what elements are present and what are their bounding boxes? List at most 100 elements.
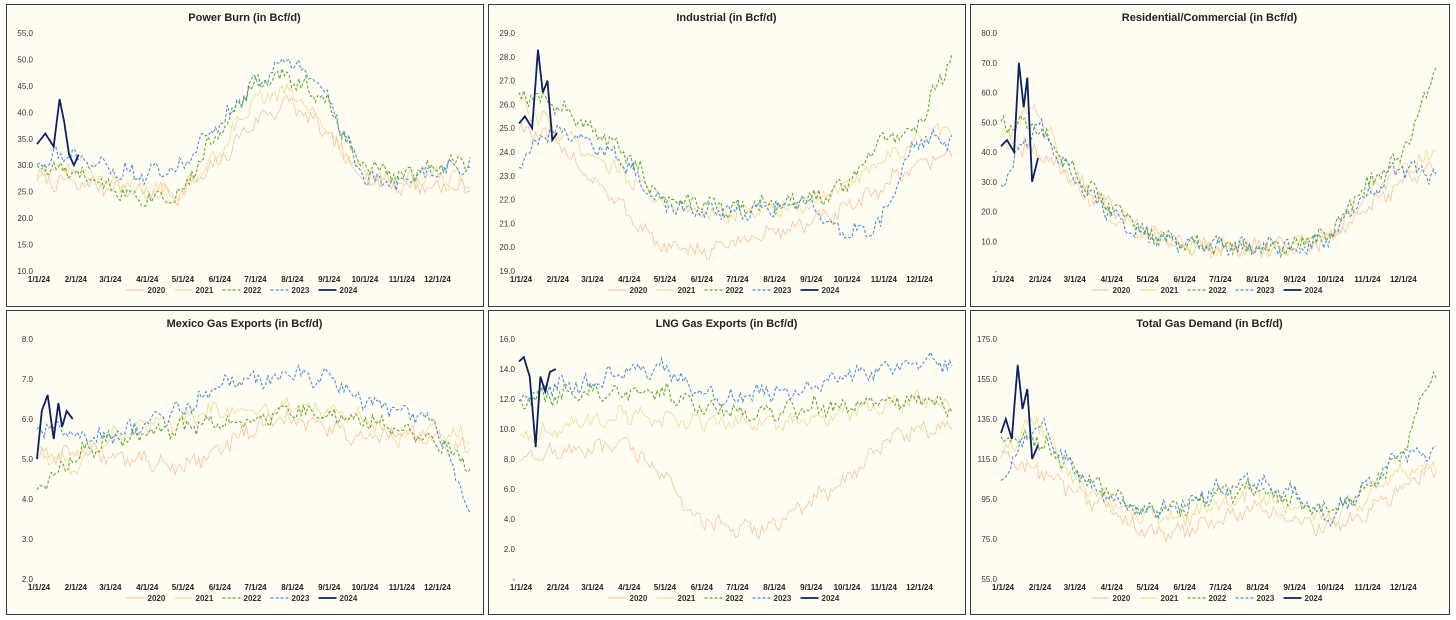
x-tick-label: 8/1/24 bbox=[1246, 275, 1269, 284]
x-tick-label: 7/1/24 bbox=[726, 583, 749, 592]
y-tick-label: 14.0 bbox=[499, 365, 515, 374]
x-tick-label: 8/1/24 bbox=[763, 275, 786, 284]
legend-label-2024: 2024 bbox=[822, 594, 840, 603]
legend-label-2024: 2024 bbox=[822, 286, 840, 295]
y-tick-label: 4.0 bbox=[22, 495, 34, 504]
x-tick-label: 7/1/24 bbox=[244, 583, 267, 592]
x-tick-label: 2/1/24 bbox=[65, 275, 88, 284]
x-tick-label: 9/1/24 bbox=[318, 275, 341, 284]
x-tick-label: 5/1/24 bbox=[172, 583, 195, 592]
x-tick-label: 6/1/24 bbox=[1174, 583, 1197, 592]
legend-label-2023: 2023 bbox=[774, 594, 792, 603]
y-tick-label: 6.0 bbox=[22, 415, 34, 424]
x-tick-label: 9/1/24 bbox=[800, 583, 823, 592]
chart-title: LNG Gas Exports (in Bcf/d) bbox=[656, 318, 798, 330]
chart-industrial: Industrial (in Bcf/d) 19.0 20.0 21.0 22.0 23.… bbox=[499, 12, 953, 295]
x-tick-label: 2/1/24 bbox=[65, 583, 88, 592]
x-tick-label: 6/1/24 bbox=[209, 275, 232, 284]
x-tick-label: 10/1/24 bbox=[1317, 275, 1344, 284]
series-line-2024 bbox=[1000, 62, 1039, 183]
x-tick-label: 10/1/24 bbox=[352, 275, 379, 284]
legend-label-2023: 2023 bbox=[1257, 594, 1275, 603]
x-tick-label: 11/1/24 bbox=[871, 275, 898, 284]
series-line-2024 bbox=[518, 355, 557, 448]
series-line-2021 bbox=[518, 388, 953, 444]
x-tick-label: 11/1/24 bbox=[389, 275, 416, 284]
legend-label-2024: 2024 bbox=[340, 286, 358, 295]
y-tick-label: 115.0 bbox=[978, 455, 998, 464]
x-tick-label: 3/1/24 bbox=[581, 275, 604, 284]
y-tick-label: 28.0 bbox=[499, 53, 515, 62]
y-tick-label: 12.0 bbox=[499, 395, 515, 404]
series-line-2022 bbox=[518, 381, 953, 422]
x-tick-label: 3/1/24 bbox=[99, 275, 122, 284]
y-tick-label: 55.0 bbox=[17, 29, 33, 38]
y-tick-label: 27.0 bbox=[499, 77, 515, 86]
chart-power-burn: Power Burn (in Bcf/d) 10.0 15.0 20.0 25.0 30.… bbox=[17, 12, 471, 295]
x-tick-label: 3/1/24 bbox=[581, 583, 604, 592]
x-tick-label: 11/1/24 bbox=[1354, 583, 1381, 592]
y-tick-label: 19.0 bbox=[499, 267, 515, 276]
y-tick-label: - bbox=[512, 575, 515, 584]
chart-total-gas-demand: Total Gas Demand (in Bcf/d) 55.0 75.0 95.0 1… bbox=[977, 318, 1437, 603]
chart-title: Power Burn (in Bcf/d) bbox=[188, 12, 301, 24]
y-tick-label: 155.0 bbox=[977, 375, 998, 384]
chart-title: Residential/Commercial (in Bcf/d) bbox=[1122, 12, 1298, 24]
legend-label-2022: 2022 bbox=[726, 594, 744, 603]
y-tick-label: 7.0 bbox=[22, 375, 34, 384]
legend-label-2022: 2022 bbox=[1209, 286, 1227, 295]
y-tick-label: 80.0 bbox=[981, 29, 997, 38]
y-tick-label: 21.0 bbox=[499, 219, 515, 228]
y-tick-label: 95.0 bbox=[981, 495, 997, 504]
x-tick-label: 7/1/24 bbox=[1209, 583, 1232, 592]
y-tick-label: 75.0 bbox=[981, 535, 997, 544]
legend-label-2020: 2020 bbox=[630, 594, 648, 603]
y-tick-label: 25.0 bbox=[499, 124, 515, 133]
x-tick-label: 5/1/24 bbox=[172, 275, 195, 284]
legend-label-2020: 2020 bbox=[630, 286, 648, 295]
x-tick-label: 8/1/24 bbox=[1246, 583, 1269, 592]
y-tick-label: 10.0 bbox=[981, 237, 997, 246]
y-tick-label: 2.0 bbox=[22, 575, 34, 584]
x-tick-label: 12/1/24 bbox=[424, 275, 451, 284]
x-tick-label: 9/1/24 bbox=[318, 583, 341, 592]
series-line-2024 bbox=[518, 49, 558, 143]
x-tick-label: 11/1/24 bbox=[871, 583, 898, 592]
y-tick-label: 60.0 bbox=[981, 89, 997, 98]
series-line-2020 bbox=[518, 419, 953, 540]
y-tick-label: 30.0 bbox=[17, 161, 33, 170]
x-tick-label: 11/1/24 bbox=[1354, 275, 1381, 284]
legend-label-2023: 2023 bbox=[774, 286, 792, 295]
x-tick-label: 12/1/24 bbox=[1390, 275, 1417, 284]
y-tick-label: 40.0 bbox=[981, 148, 997, 157]
y-tick-label: 8.0 bbox=[504, 455, 516, 464]
x-tick-label: 4/1/24 bbox=[136, 275, 159, 284]
series-line-2023 bbox=[36, 57, 471, 191]
y-tick-label: 20.0 bbox=[17, 214, 33, 223]
series-line-2022 bbox=[1000, 370, 1437, 521]
x-tick-label: 11/1/24 bbox=[389, 583, 416, 592]
legend-label-2021: 2021 bbox=[1161, 594, 1179, 603]
x-tick-label: 5/1/24 bbox=[1136, 583, 1159, 592]
x-tick-label: 4/1/24 bbox=[618, 583, 641, 592]
legend-label-2024: 2024 bbox=[1305, 286, 1323, 295]
x-tick-label: 1/1/24 bbox=[510, 275, 533, 284]
legend-label-2020: 2020 bbox=[1113, 286, 1131, 295]
x-tick-label: 2/1/24 bbox=[1029, 275, 1052, 284]
x-tick-label: 12/1/24 bbox=[1390, 583, 1417, 592]
chart-title: Mexico Gas Exports (in Bcf/d) bbox=[167, 318, 323, 330]
legend-label-2023: 2023 bbox=[292, 594, 310, 603]
y-tick-label: 10.0 bbox=[17, 267, 33, 276]
x-tick-label: 9/1/24 bbox=[800, 275, 823, 284]
x-tick-label: 8/1/24 bbox=[281, 583, 304, 592]
y-tick-label: 40.0 bbox=[17, 108, 33, 117]
x-tick-label: 2/1/24 bbox=[1029, 583, 1052, 592]
series-line-2022 bbox=[36, 404, 471, 491]
chart-panel-total-gas-demand: Total Gas Demand (in Bcf/d) 55.0 75.0 95.0 1… bbox=[970, 310, 1450, 615]
y-tick-label: 8.0 bbox=[22, 335, 34, 344]
series-line-2023 bbox=[518, 125, 953, 239]
y-tick-label: 50.0 bbox=[17, 55, 33, 64]
legend-label-2022: 2022 bbox=[244, 286, 262, 295]
legend-label-2021: 2021 bbox=[678, 286, 696, 295]
x-tick-label: 4/1/24 bbox=[618, 275, 641, 284]
